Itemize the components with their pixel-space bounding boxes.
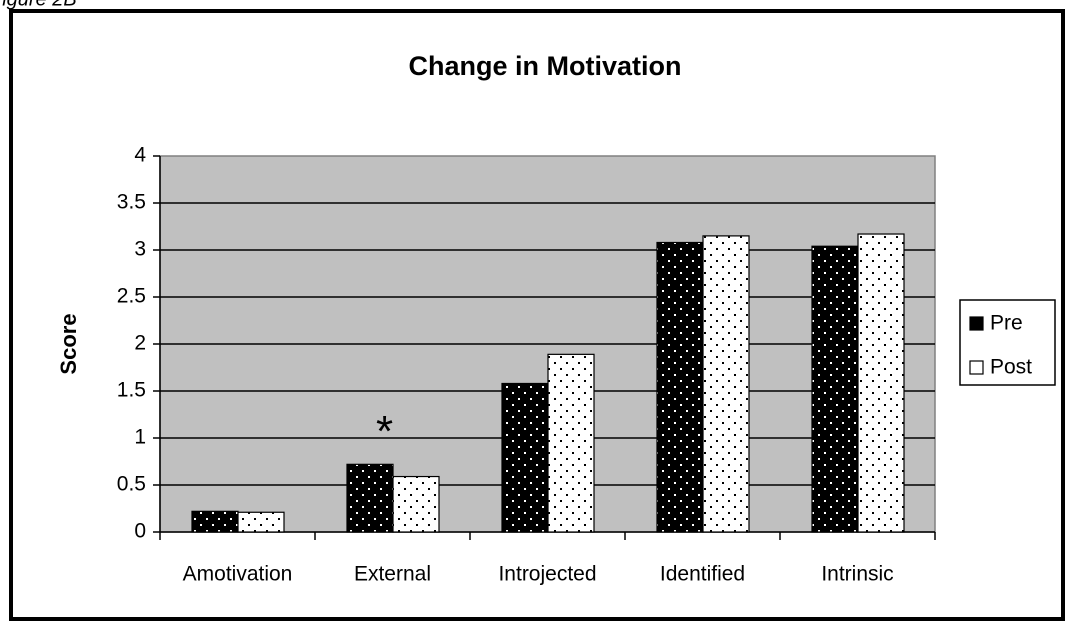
legend-label: Pre [990, 312, 1023, 335]
x-tick-label: Introjected [498, 563, 596, 586]
bar [702, 235, 750, 533]
legend-label: Post [990, 356, 1032, 379]
bar [237, 511, 285, 533]
bar [346, 463, 394, 533]
y-tick-label: 2 [134, 332, 146, 355]
y-tick-label: 4 [134, 144, 146, 167]
x-tick-label: Amotivation [183, 563, 293, 586]
legend-swatch [969, 316, 984, 331]
figure-label: Figure 2B [0, 0, 77, 10]
bar [191, 510, 239, 533]
y-tick-label: 0 [134, 520, 146, 543]
bar [857, 233, 905, 533]
bar [811, 245, 859, 533]
y-tick-label: 1.5 [117, 379, 146, 402]
x-tick-label: External [354, 563, 431, 586]
chart-title: Change in Motivation [409, 51, 682, 81]
y-axis-label: Score [56, 313, 81, 374]
bar [656, 241, 704, 533]
x-tick-label: Identified [660, 563, 745, 586]
legend-swatch [969, 360, 984, 375]
bar [501, 382, 549, 533]
y-tick-label: 3 [134, 238, 146, 261]
y-tick-label: 2.5 [117, 285, 146, 308]
x-tick-label: Intrinsic [821, 563, 893, 586]
bar [547, 353, 595, 533]
bar [392, 475, 440, 533]
y-tick-label: 1 [134, 426, 146, 449]
y-tick-label: 0.5 [117, 473, 146, 496]
annotation: * [376, 407, 393, 456]
y-tick-label: 3.5 [117, 191, 146, 214]
